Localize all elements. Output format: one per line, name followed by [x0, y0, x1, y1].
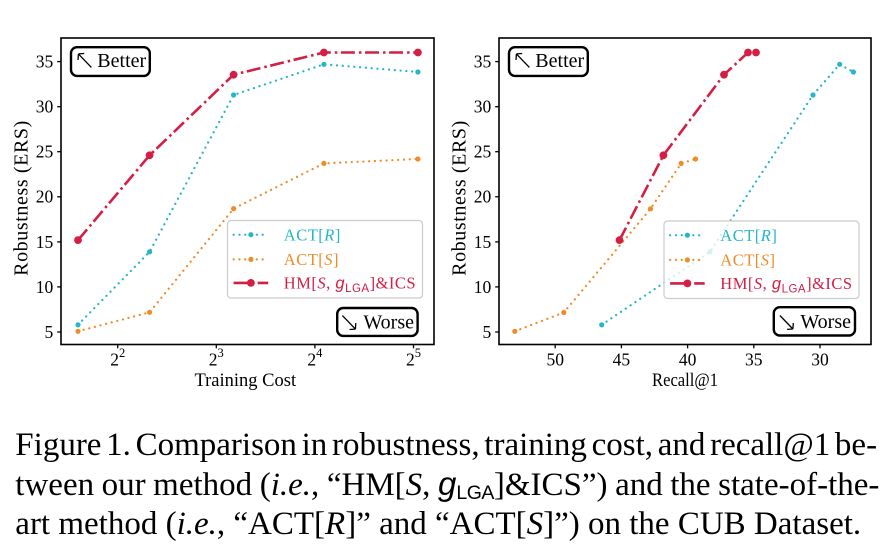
svg-text:30: 30 [811, 350, 829, 370]
svg-text:30: 30 [474, 97, 492, 117]
svg-text:10: 10 [474, 277, 492, 297]
svg-text:25: 25 [474, 142, 492, 162]
svg-text:30: 30 [36, 97, 54, 117]
svg-text:24: 24 [307, 346, 323, 370]
svg-text:20: 20 [474, 187, 492, 207]
svg-text:40: 40 [679, 350, 697, 370]
svg-text:10: 10 [36, 277, 54, 297]
svg-text:35: 35 [36, 52, 54, 72]
svg-text:ACT[R]: ACT[R] [720, 226, 777, 245]
svg-text:20: 20 [36, 187, 54, 207]
svg-text:Better: Better [97, 50, 146, 72]
svg-text:35: 35 [474, 52, 492, 72]
svg-text:Training Cost: Training Cost [194, 371, 296, 391]
svg-text:Worse: Worse [800, 311, 851, 333]
svg-text:45: 45 [613, 350, 631, 370]
svg-text:35: 35 [745, 350, 763, 370]
svg-text:Worse: Worse [363, 311, 414, 333]
svg-text:Robustness (ERS): Robustness (ERS) [11, 120, 33, 276]
svg-text:5: 5 [44, 322, 53, 342]
svg-text:Robustness (ERS): Robustness (ERS) [449, 120, 471, 276]
svg-text:Better: Better [535, 50, 584, 72]
svg-text:22: 22 [110, 346, 125, 370]
svg-text:15: 15 [474, 232, 492, 252]
svg-text:ACT[S]: ACT[S] [720, 251, 775, 270]
svg-text:25: 25 [36, 142, 54, 162]
svg-text:Recall@1: Recall@1 [652, 371, 718, 391]
svg-text:ACT[S]: ACT[S] [284, 250, 339, 269]
svg-text:23: 23 [209, 346, 224, 370]
svg-text:50: 50 [546, 350, 564, 370]
svg-text:15: 15 [36, 232, 54, 252]
svg-text:ACT[R]: ACT[R] [284, 226, 341, 245]
svg-text:25: 25 [406, 346, 421, 370]
svg-text:5: 5 [483, 322, 492, 342]
